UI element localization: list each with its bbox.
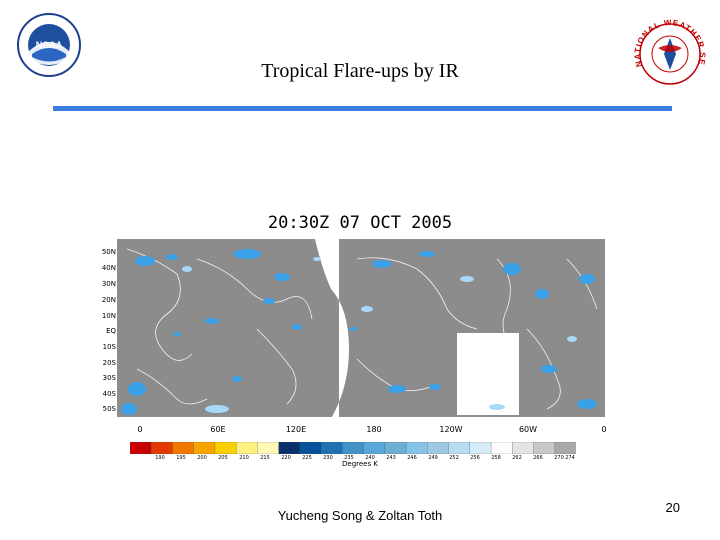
ir-satellite-map [117, 239, 605, 422]
lon-label: 120W [439, 425, 463, 434]
colorbar-swatch [490, 441, 513, 455]
colorbar-swatch [257, 441, 280, 455]
colorbar-tick-label: 240 [365, 455, 375, 461]
colorbar-swatch [236, 441, 258, 455]
colorbar-tick-label: 274 [565, 455, 575, 461]
colorbar-swatch [278, 441, 301, 455]
colorbar-tick-label: 270 [554, 455, 564, 461]
temperature-colorbar [129, 441, 577, 459]
lat-label: 10N [101, 312, 116, 320]
colorbar-swatch [427, 441, 450, 455]
title-rule [53, 106, 672, 111]
colorbar-swatch [533, 441, 556, 455]
colorbar-tick-label: 220 [281, 455, 291, 461]
lat-label: 30S [102, 374, 116, 382]
colorbar-swatch [384, 441, 407, 455]
colorbar-swatch [172, 441, 195, 455]
colorbar-tick-label: 249 [428, 455, 438, 461]
colorbar-tick-label: 210 [239, 455, 249, 461]
colorbar-swatch [405, 441, 428, 455]
nws-logo: NATIONAL WEATHER SERVICE [627, 9, 710, 86]
colorbar-swatch [512, 441, 534, 455]
colorbar-swatch [363, 441, 386, 455]
colorbar-swatch [448, 441, 471, 455]
author-credit: Yucheng Song & Zoltan Toth [277, 508, 443, 523]
noaa-logo-text: NOAA [36, 40, 63, 50]
colorbar-swatch [214, 441, 237, 455]
colorbar-swatch [129, 441, 152, 455]
colorbar-tick-label: 252 [449, 455, 459, 461]
colorbar-tick-label: 266 [533, 455, 543, 461]
colorbar-swatch [193, 441, 216, 455]
slide-title: Tropical Flare-ups by IR [261, 60, 459, 82]
lat-label: 50N [101, 248, 116, 256]
colorbar-tick-label: 190 [155, 455, 165, 461]
colorbar-swatch [299, 441, 322, 455]
lon-label: 120E [285, 425, 307, 434]
lat-label: 10S [102, 343, 116, 351]
colorbar-tick-label: 200 [197, 455, 207, 461]
lon-label: 60W [518, 425, 538, 434]
lon-label: 0 [137, 425, 143, 434]
colorbar-tick-label: 256 [470, 455, 480, 461]
colorbar-swatch [151, 441, 173, 455]
lon-label: 180 [366, 425, 382, 434]
colorbar-tick-label: 195 [176, 455, 186, 461]
lat-label: EQ [106, 327, 116, 335]
colorbar-tick-label: 246 [407, 455, 417, 461]
colorbar-tick-label: 243 [386, 455, 396, 461]
map-title: 20:30Z 07 OCT 2005 [267, 213, 453, 233]
colorbar-tick-label: 225 [302, 455, 312, 461]
colorbar-swatch [554, 441, 577, 455]
colorbar-tick-label: 205 [218, 455, 228, 461]
colorbar-units-label: Degrees K [342, 460, 378, 468]
lon-label: 0 [601, 425, 607, 434]
colorbar-swatch [320, 441, 343, 455]
colorbar-tick-label: 235 [344, 455, 354, 461]
page-number: 20 [665, 500, 680, 515]
colorbar-tick-label: 262 [512, 455, 522, 461]
lat-label: 20N [101, 296, 116, 304]
colorbar-swatch [342, 441, 365, 455]
colorbar-swatch [469, 441, 492, 455]
lat-label: 40S [102, 390, 116, 398]
colorbar-tick-label: 230 [323, 455, 333, 461]
colorbar-tick-label: 215 [260, 455, 270, 461]
lat-label: 50S [102, 405, 116, 413]
colorbar-tick-label: 258 [491, 455, 501, 461]
lat-label: 30N [101, 280, 116, 288]
lat-label: 20S [102, 359, 116, 367]
noaa-logo: NOAA [16, 12, 82, 78]
lon-label: 60E [210, 425, 226, 434]
lat-label: 40N [101, 264, 116, 272]
